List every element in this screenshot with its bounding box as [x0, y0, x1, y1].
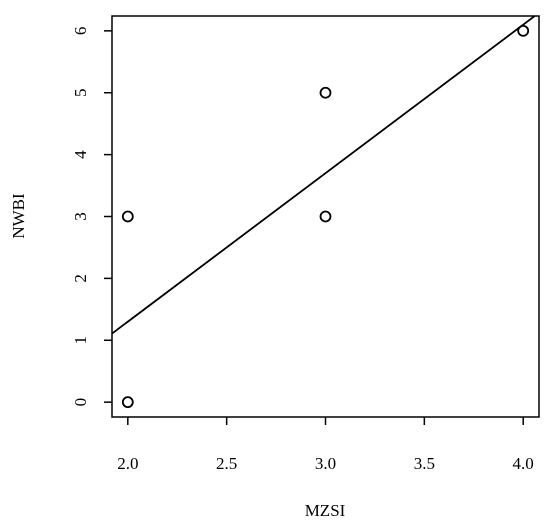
y-axis: 0 1 2 3 4 5 6: [71, 27, 112, 407]
data-point: [319, 210, 332, 223]
data-points: [121, 24, 530, 409]
y-tick-label: 1: [71, 336, 90, 345]
x-tick-label: 4.0: [513, 454, 534, 473]
x-tick-label: 2.0: [117, 454, 138, 473]
x-tick-label: 3.0: [315, 454, 336, 473]
y-tick-label: 6: [71, 27, 90, 36]
x-tick-label: 3.5: [414, 454, 435, 473]
data-point: [319, 86, 332, 99]
x-axis-label: MZSI: [305, 501, 346, 520]
y-axis-label: NWBI: [9, 193, 28, 239]
y-tick-label: 2: [71, 274, 90, 283]
x-tick-label: 2.5: [216, 454, 237, 473]
y-tick-label: 3: [71, 212, 90, 221]
plot-border: [111, 15, 540, 418]
regression-line-layer: [112, 16, 537, 335]
x-axis: 2.0 2.5 3.0 3.5 4.0: [117, 417, 534, 473]
data-point: [121, 396, 134, 409]
data-point: [121, 210, 134, 223]
y-tick-label: 0: [71, 398, 90, 407]
data-point: [517, 24, 530, 37]
regression-line: [112, 16, 537, 335]
y-tick-label: 4: [71, 150, 90, 159]
y-tick-label: 5: [71, 88, 90, 97]
plot-frame: [111, 15, 540, 418]
